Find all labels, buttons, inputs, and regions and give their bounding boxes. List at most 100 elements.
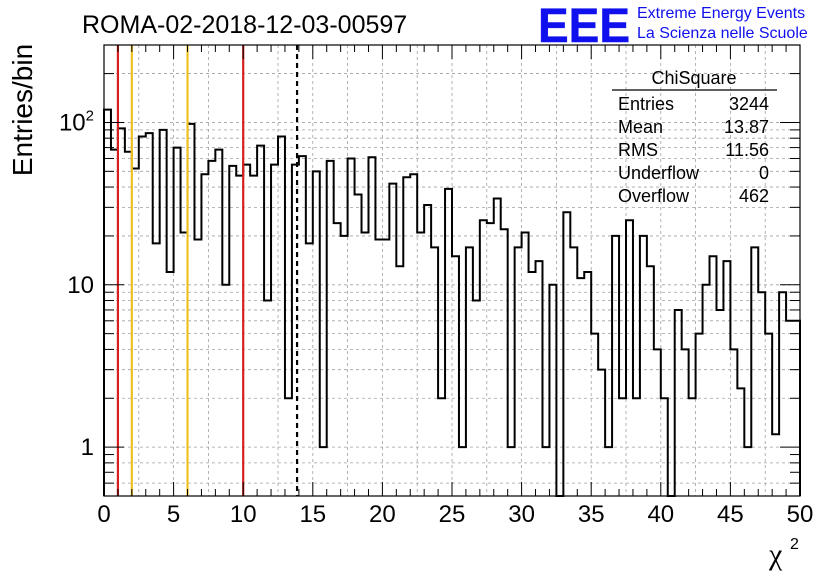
- histogram-bin: [549, 285, 556, 496]
- stats-label-rms: RMS: [618, 140, 658, 160]
- histogram-bin: [772, 434, 779, 496]
- histogram-bin: [146, 133, 153, 496]
- histogram-bin: [716, 310, 723, 496]
- x-tick-label: 40: [647, 501, 674, 528]
- histogram-bin: [403, 177, 410, 496]
- histogram-bin: [174, 148, 181, 496]
- plot-frame: [103, 44, 801, 497]
- logo-line-2: La Scienza nelle Scuole: [637, 25, 808, 42]
- x-tick-label: 25: [439, 501, 466, 528]
- histogram-bin: [445, 189, 452, 496]
- stats-label-mean: Mean: [618, 117, 663, 137]
- histogram-bin: [494, 199, 501, 496]
- histogram-bin: [104, 110, 111, 496]
- histogram-bin: [208, 161, 215, 496]
- x-tick-label: 20: [369, 501, 396, 528]
- histogram-bin: [605, 447, 612, 496]
- stats-value-entries: 3244: [729, 94, 769, 114]
- y-tick-label: 102: [59, 107, 94, 136]
- tick-labels-layer: 0 5 10 15 20 25 30 35 40 45 50 1 10 102: [59, 107, 813, 528]
- stats-value-mean: 13.87: [724, 117, 769, 137]
- histogram-bin: [222, 285, 229, 496]
- histogram-bin: [779, 292, 786, 496]
- x-tick-label: 30: [508, 501, 535, 528]
- stats-value-underflow: 0: [759, 163, 769, 183]
- histogram-bin: [201, 174, 208, 496]
- histogram-bin: [584, 272, 591, 496]
- histogram-bin: [292, 165, 299, 496]
- histogram-bin: [577, 278, 584, 496]
- histogram-bin: [424, 205, 431, 496]
- histogram-bin: [382, 240, 389, 496]
- stats-value-overflow: 462: [739, 186, 769, 206]
- histogram-bin: [375, 240, 382, 496]
- histogram-bin: [612, 236, 619, 496]
- histogram-bin: [278, 136, 285, 496]
- histogram-bin: [139, 136, 146, 496]
- reference-lines-layer: [116, 45, 299, 496]
- histogram-bin: [640, 236, 647, 496]
- histogram-bin: [682, 349, 689, 496]
- logo-line-1: Extreme Energy Events: [637, 5, 805, 22]
- x-tick-label: 15: [299, 501, 326, 528]
- histogram-bin: [508, 447, 515, 496]
- stats-label-overflow: Overflow: [618, 186, 690, 206]
- histogram-bin: [167, 272, 174, 496]
- histogram-bin: [194, 240, 201, 496]
- histogram-bin: [334, 223, 341, 496]
- histogram-bin: [327, 161, 334, 496]
- histogram-bin: [696, 334, 703, 496]
- histogram-bin: [626, 220, 633, 496]
- histogram-bin: [410, 174, 417, 496]
- axis-ticks-layer: [103, 45, 801, 496]
- x-tick-label: 45: [717, 501, 744, 528]
- y-axis-label: Entries/bin: [7, 44, 38, 176]
- histogram-bin: [793, 321, 800, 496]
- stats-value-rms: 11.56: [725, 140, 769, 160]
- x-axis-label-text: χ: [768, 538, 783, 571]
- x-axis-label: χ 2: [768, 536, 799, 571]
- y-tick-label: 1: [81, 434, 94, 461]
- histogram-bin: [591, 334, 598, 496]
- histogram-bin: [160, 130, 167, 496]
- run-title: ROMA-02-2018-12-03-00597: [82, 11, 407, 39]
- histogram-bin: [459, 447, 466, 496]
- histogram-bin: [542, 447, 549, 496]
- histogram-bin: [529, 272, 536, 496]
- eee-logo: EEE: [538, 0, 630, 53]
- histogram-bin: [501, 229, 508, 496]
- histogram-bin: [271, 165, 278, 496]
- x-axis-label-superscript: 2: [790, 536, 799, 553]
- x-tick-label: 5: [167, 501, 180, 528]
- stats-title: ChiSquare: [651, 68, 736, 88]
- histogram-bin: [355, 194, 362, 496]
- histogram-bin: [341, 236, 348, 496]
- histogram-bin: [487, 223, 494, 496]
- y-tick-label: 10: [67, 272, 94, 299]
- histogram-bin: [229, 166, 236, 496]
- histogram-bin: [765, 334, 772, 496]
- histogram-bin: [215, 150, 222, 496]
- stats-label-entries: Entries: [618, 94, 674, 114]
- x-tick-label: 50: [787, 501, 814, 528]
- histogram-layer: [103, 108, 801, 497]
- histogram-bin: [563, 212, 570, 496]
- y-axis-label-text: Entries/bin: [7, 44, 38, 176]
- histogram-bin: [598, 370, 605, 496]
- x-tick-label: 35: [578, 501, 605, 528]
- histogram-bin: [480, 220, 487, 496]
- histogram-bin: [723, 261, 730, 496]
- histogram-bin: [758, 292, 765, 496]
- histogram-outline: [103, 108, 801, 497]
- histogram-bin: [536, 261, 543, 496]
- grid-layer: [104, 45, 800, 496]
- stats-label-underflow: Underflow: [618, 163, 700, 183]
- histogram-bin: [786, 321, 793, 496]
- histogram-bin: [417, 232, 424, 496]
- histogram-bin: [703, 285, 710, 496]
- histogram-bin: [348, 158, 355, 496]
- histogram-bin: [362, 232, 369, 496]
- histogram-bin: [389, 184, 396, 496]
- histogram-bin: [730, 349, 737, 496]
